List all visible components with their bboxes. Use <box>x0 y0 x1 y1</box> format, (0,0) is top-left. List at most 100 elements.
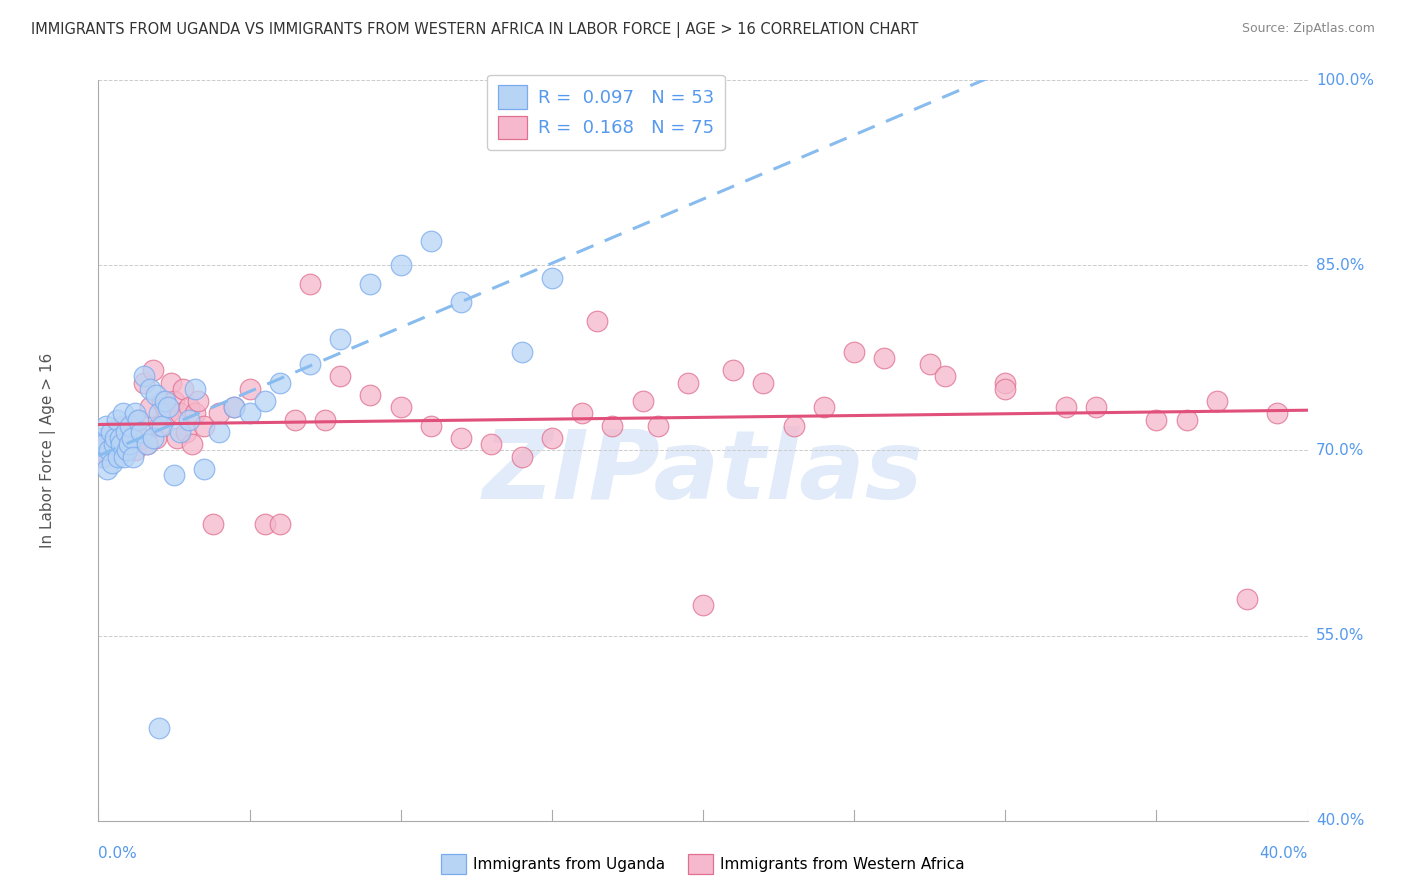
Point <box>389 401 412 415</box>
Point <box>918 357 941 371</box>
Point <box>150 394 173 409</box>
Point <box>571 407 593 421</box>
Point <box>193 462 215 476</box>
Point <box>163 468 186 483</box>
Point <box>110 437 132 451</box>
Point <box>127 412 149 426</box>
Point <box>100 431 122 445</box>
Point <box>172 382 194 396</box>
Point <box>269 376 291 390</box>
Point <box>1206 394 1229 409</box>
Point <box>129 431 152 445</box>
Point <box>169 425 191 439</box>
Point <box>676 376 699 390</box>
Point <box>122 450 145 464</box>
Point <box>160 376 183 390</box>
Point <box>174 425 197 439</box>
Point <box>118 437 141 451</box>
Point <box>450 431 472 445</box>
Point <box>184 382 207 396</box>
Point <box>105 412 128 426</box>
Point <box>129 425 152 439</box>
Point <box>602 418 624 433</box>
Point <box>586 314 609 328</box>
Point <box>156 401 179 415</box>
Point <box>150 418 173 433</box>
Point <box>153 394 176 409</box>
Point <box>844 344 866 359</box>
Point <box>145 431 167 445</box>
Text: In Labor Force | Age > 16: In Labor Force | Age > 16 <box>39 353 56 548</box>
Point <box>114 431 136 445</box>
Point <box>108 437 131 451</box>
Point <box>510 344 533 359</box>
Point <box>148 721 170 735</box>
Point <box>540 431 562 445</box>
Point <box>692 598 714 612</box>
Point <box>299 357 322 371</box>
Text: IMMIGRANTS FROM UGANDA VS IMMIGRANTS FROM WESTERN AFRICA IN LABOR FORCE | AGE > : IMMIGRANTS FROM UGANDA VS IMMIGRANTS FRO… <box>31 22 918 38</box>
Point <box>93 450 115 464</box>
Point <box>647 418 669 433</box>
Point <box>135 437 157 451</box>
Point <box>202 517 225 532</box>
Point <box>187 394 209 409</box>
Point <box>107 450 129 464</box>
Point <box>148 407 170 421</box>
Point <box>108 431 131 445</box>
Point <box>120 418 142 433</box>
Point <box>96 462 118 476</box>
Point <box>142 431 165 445</box>
Point <box>101 456 124 470</box>
Point <box>360 277 382 291</box>
Point <box>103 437 125 451</box>
Point <box>132 376 155 390</box>
Text: 40.0%: 40.0% <box>1316 814 1364 828</box>
Point <box>163 394 186 409</box>
Text: 40.0%: 40.0% <box>1260 846 1308 861</box>
Text: 85.0%: 85.0% <box>1316 258 1364 273</box>
Point <box>314 412 336 426</box>
Point <box>360 388 382 402</box>
Point <box>139 401 162 415</box>
Point <box>631 394 654 409</box>
Point <box>184 407 207 421</box>
Point <box>1146 412 1168 426</box>
Point <box>193 418 215 433</box>
Point <box>1085 401 1108 415</box>
Point <box>723 363 745 377</box>
Point <box>166 431 188 445</box>
Point <box>994 382 1017 396</box>
Point <box>208 425 231 439</box>
Point <box>104 431 127 445</box>
Point <box>179 401 201 415</box>
Point <box>121 425 143 439</box>
Point <box>181 437 204 451</box>
Point <box>118 437 141 451</box>
Point <box>105 425 128 439</box>
Point <box>103 443 125 458</box>
Point <box>90 443 112 458</box>
Point <box>98 443 121 458</box>
Point <box>329 369 352 384</box>
Point <box>450 295 472 310</box>
Text: Source: ZipAtlas.com: Source: ZipAtlas.com <box>1241 22 1375 36</box>
Text: 100.0%: 100.0% <box>1316 73 1374 87</box>
Point <box>481 437 503 451</box>
Point <box>934 369 956 384</box>
Point <box>93 437 115 451</box>
Point <box>90 450 112 464</box>
Point <box>239 407 262 421</box>
Point <box>224 401 246 415</box>
Point <box>420 418 443 433</box>
Text: 70.0%: 70.0% <box>1316 443 1364 458</box>
Point <box>148 418 170 433</box>
Point <box>253 394 276 409</box>
Point <box>169 407 191 421</box>
Point <box>284 412 307 426</box>
Point <box>115 443 138 458</box>
Point <box>91 431 114 445</box>
Point <box>100 425 122 439</box>
Point <box>153 401 176 415</box>
Point <box>813 401 835 415</box>
